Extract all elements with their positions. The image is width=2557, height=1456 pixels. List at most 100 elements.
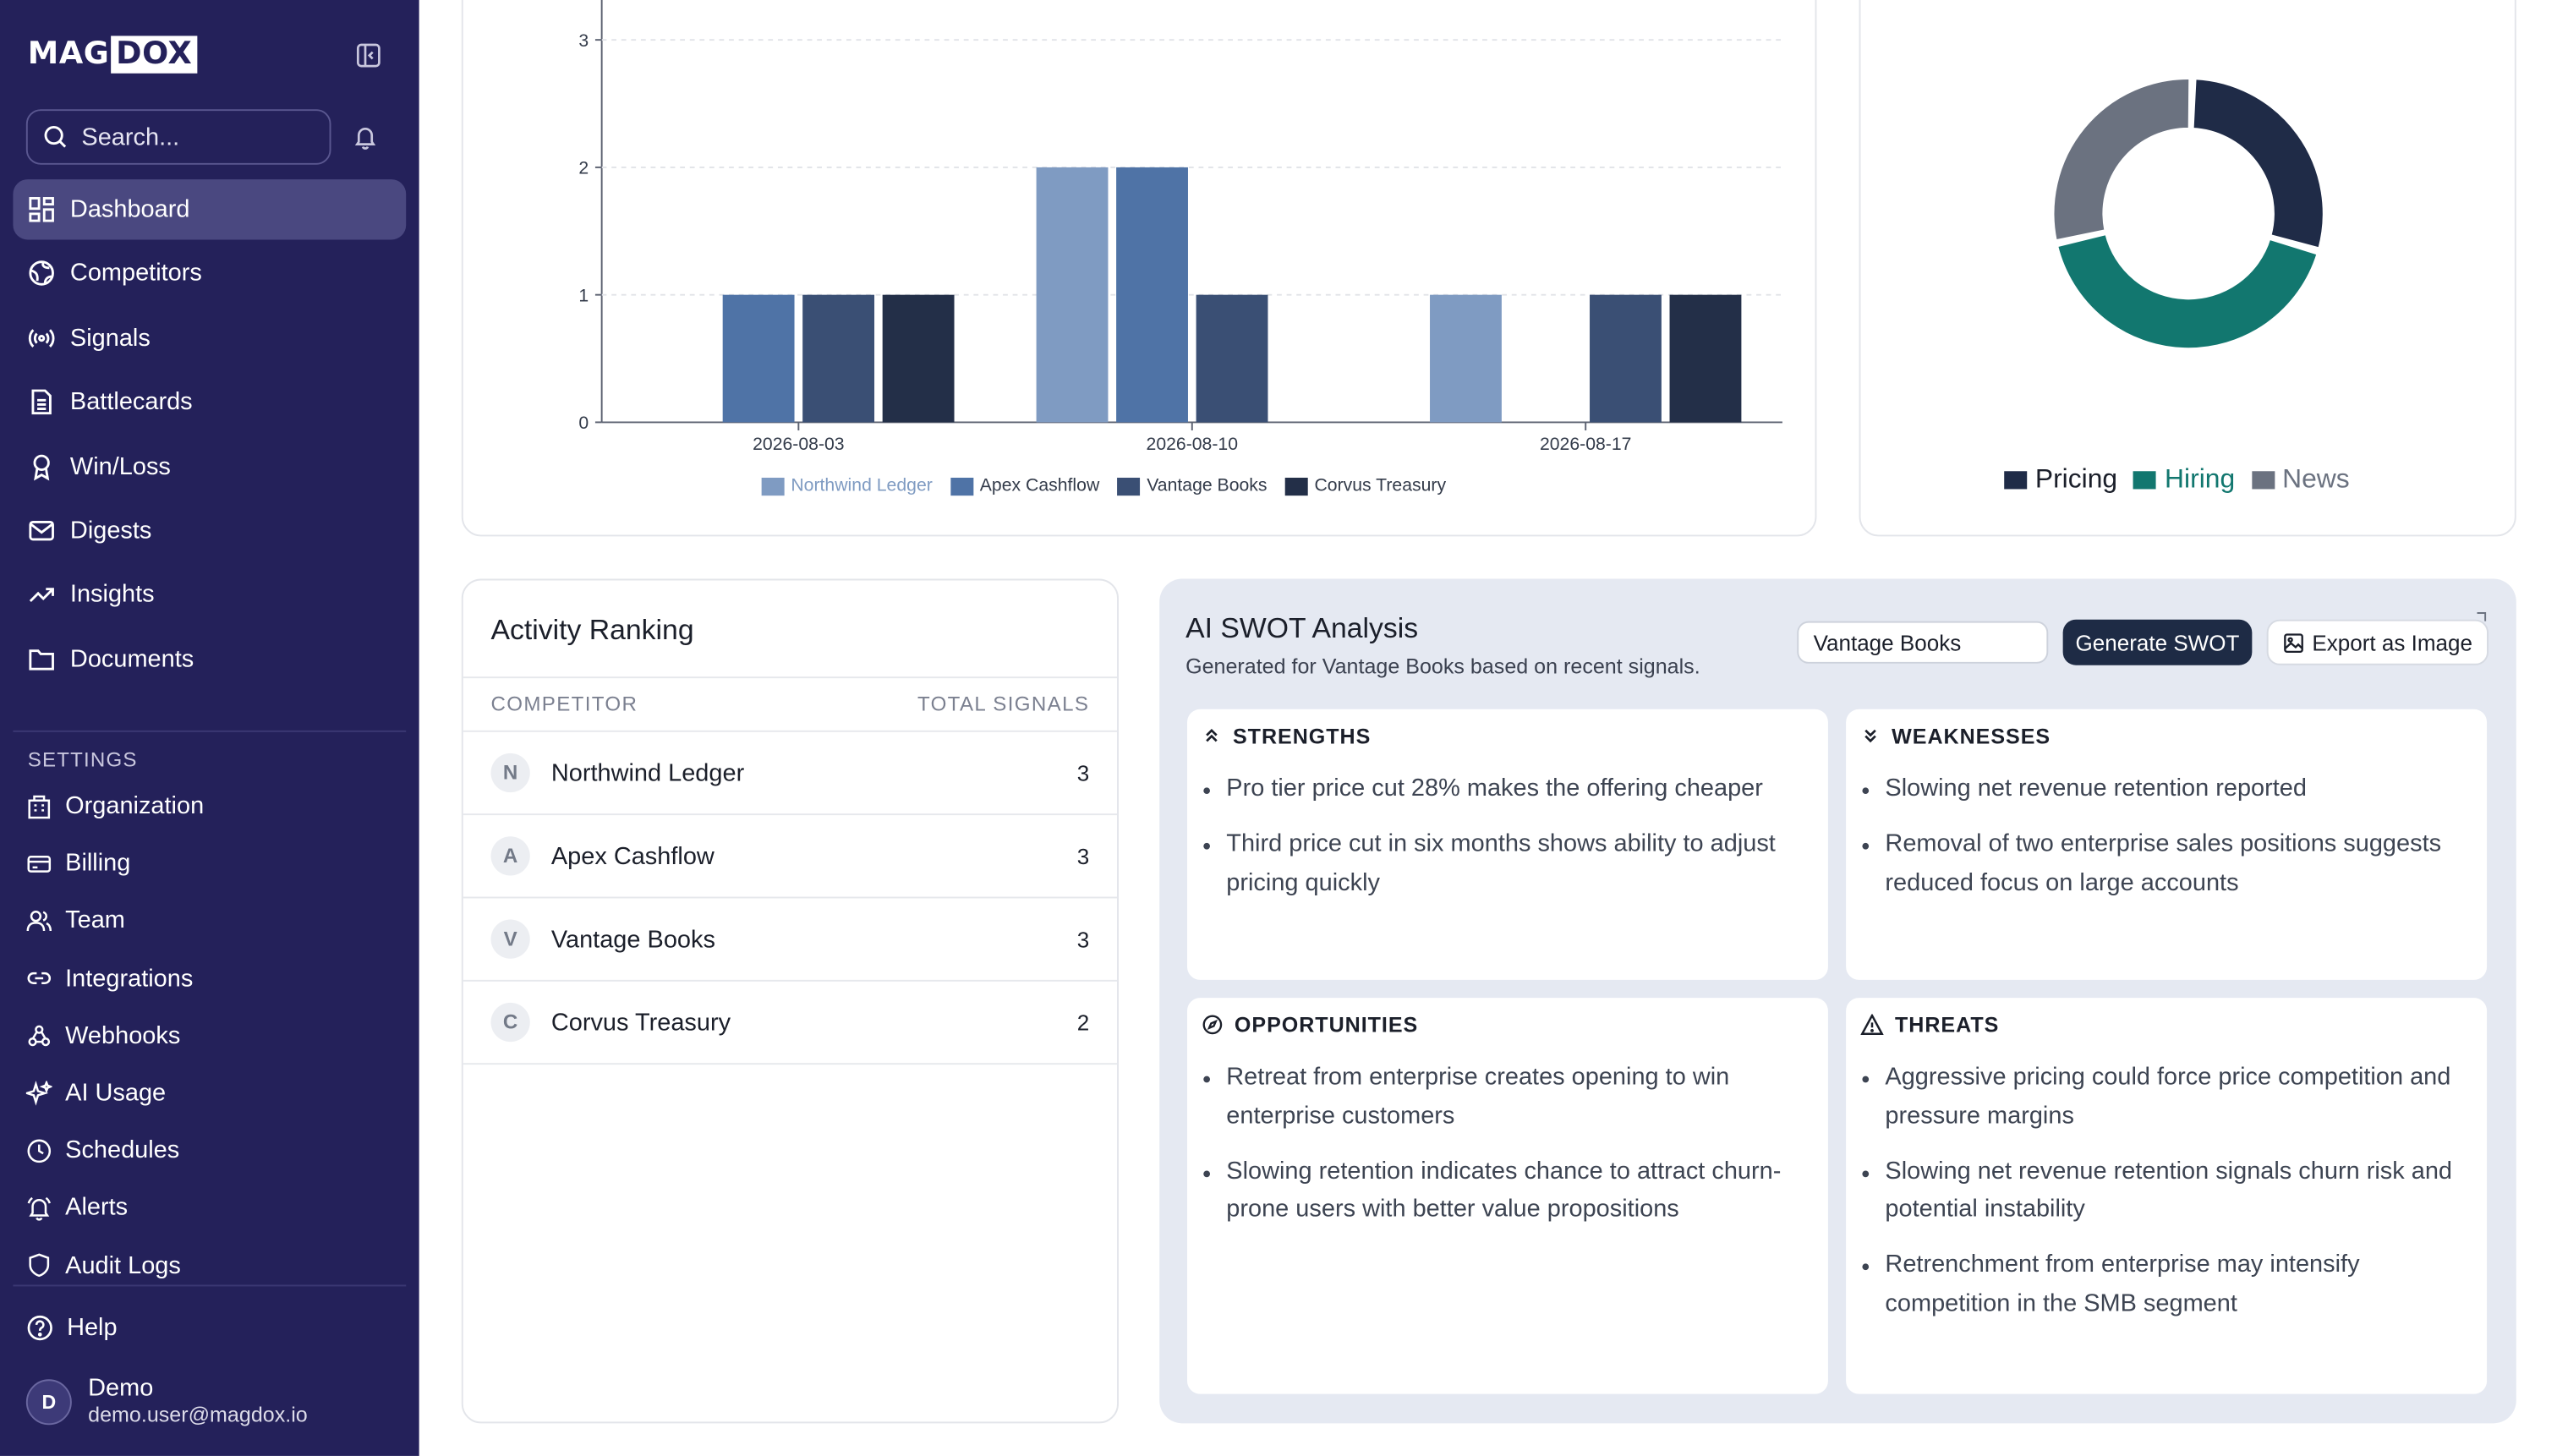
settings-item-ai-usage[interactable]: AI Usage: [25, 1065, 409, 1122]
settings-item-billing[interactable]: Billing: [26, 835, 409, 893]
table-row[interactable]: N Northwind Ledger 3: [463, 732, 1118, 816]
settings-item-audit-logs[interactable]: Audit Logs: [26, 1237, 409, 1295]
nav-item-label: Digests: [69, 517, 152, 545]
legend-item[interactable]: Apex Cashflow: [950, 476, 1099, 495]
chevrons-down-icon: [1864, 729, 1876, 743]
building-icon: [28, 794, 51, 818]
table-row[interactable]: A Apex Cashflow 3: [463, 815, 1118, 899]
sidebar-collapse-icon[interactable]: [353, 39, 386, 72]
settings-item-organization[interactable]: Organization: [26, 778, 409, 835]
expand-corner-icon[interactable]: [2474, 611, 2487, 624]
legend-item[interactable]: News: [2251, 465, 2350, 496]
competitor-name: Vantage Books: [550, 925, 715, 954]
legend-label: Apex Cashflow: [979, 476, 1100, 496]
ranking-table-header: COMPETITOR TOTAL SIGNALS: [463, 676, 1118, 732]
settings-item-webhooks[interactable]: Webhooks: [26, 1007, 409, 1065]
shield-icon: [29, 1253, 50, 1278]
search-box[interactable]: [25, 109, 331, 165]
settings-item-alerts[interactable]: Alerts: [26, 1180, 409, 1237]
generate-swot-button[interactable]: Generate SWOT: [2062, 619, 2253, 665]
ranking-table-body: N Northwind Ledger 3 A Apex Cashflow 3 V…: [463, 732, 1118, 1065]
signal-count: 2: [1076, 1010, 1090, 1035]
search-input[interactable]: [81, 123, 310, 151]
link-icon: [27, 972, 52, 985]
legend-label: Vantage Books: [1147, 476, 1268, 496]
signals-bar-chart-card: 0 1 2 3 2026-08-03 2026-08-10 2026-08-17 North…: [461, 0, 1817, 537]
legend-swatch: [950, 477, 974, 495]
bell-ring-icon: [27, 1196, 52, 1221]
legend-swatch: [1284, 477, 1308, 495]
nav-item-signals[interactable]: Signals: [13, 308, 406, 368]
table-row[interactable]: C Corvus Treasury 2: [463, 982, 1118, 1065]
nav-item-insights[interactable]: Insights: [13, 565, 406, 625]
user-email: demo.user@magdox.io: [88, 1402, 308, 1427]
brand-logo[interactable]: MAG DOX: [28, 34, 198, 73]
trending-up-icon: [29, 588, 54, 603]
chart-bar[interactable]: [1590, 294, 1662, 423]
chart-bar[interactable]: [1430, 294, 1502, 423]
settings-section-label: SETTINGS: [27, 748, 138, 772]
activity-ranking-title: Activity Ranking: [490, 613, 694, 646]
signal-count: 3: [1076, 760, 1090, 785]
signal-count: 3: [1076, 843, 1090, 868]
activity-ranking-card: Activity Ranking COMPETITOR TOTAL SIGNAL…: [461, 578, 1119, 1424]
export-image-button[interactable]: Export as Image: [2266, 619, 2489, 665]
donut-slice[interactable]: [2051, 77, 2192, 243]
document-icon: [31, 389, 52, 415]
donut-slice[interactable]: [2055, 232, 2319, 351]
bell-icon[interactable]: [349, 121, 382, 154]
nav-item-digests[interactable]: Digests: [13, 501, 406, 561]
swot-title: AI SWOT Analysis: [1185, 611, 1419, 644]
nav-item-battlecards[interactable]: Battlecards: [13, 372, 406, 432]
legend-swatch: [2004, 471, 2028, 490]
help-link[interactable]: Help: [26, 1306, 118, 1349]
legend-item[interactable]: Hiring: [2133, 465, 2235, 496]
signal-type-donut-card: Pricing Hiring News: [1859, 0, 2516, 537]
legend-item[interactable]: Northwind Ledger: [761, 476, 933, 495]
chart-bar[interactable]: [802, 294, 875, 423]
avatar: D: [25, 1378, 72, 1425]
settings-item-team[interactable]: Team: [26, 892, 409, 950]
list-item: Removal of two enterprise sales position…: [1860, 825, 2470, 902]
y-tick-label: 3: [578, 31, 589, 51]
nav-item-win-loss[interactable]: Win/Loss: [13, 436, 406, 496]
sparkles-icon: [25, 1080, 52, 1105]
chart-bar[interactable]: [1116, 167, 1188, 423]
weaknesses-label: WEAKNESSES: [1892, 723, 2051, 748]
swot-strengths: STRENGTHS Pro tier price cut 28% makes t…: [1186, 709, 1828, 980]
nav-item-competitors[interactable]: Competitors: [13, 244, 406, 304]
x-tick-label: 2026-08-10: [1147, 435, 1238, 454]
chart-bar[interactable]: [722, 294, 795, 423]
ribbon-icon: [33, 453, 50, 480]
swot-threats: THREATS Aggressive pricing could force p…: [1846, 998, 2488, 1394]
settings-item-label: Alerts: [65, 1194, 129, 1223]
settings-item-integrations[interactable]: Integrations: [26, 950, 409, 1007]
y-tick-label: 2: [578, 159, 589, 178]
opportunities-label: OPPORTUNITIES: [1234, 1011, 1419, 1037]
user-profile[interactable]: D Demo demo.user@magdox.io: [25, 1375, 308, 1429]
chart-bar[interactable]: [1196, 294, 1268, 423]
chart-bar[interactable]: [1036, 167, 1109, 423]
settings-item-schedules[interactable]: Schedules: [26, 1122, 409, 1180]
swot-subtitle: Generated for Vantage Books based on rec…: [1185, 654, 1700, 679]
nav-item-documents[interactable]: Documents: [13, 629, 406, 689]
column-header-competitor: COMPETITOR: [490, 692, 638, 716]
table-row[interactable]: V Vantage Books 3: [463, 898, 1118, 982]
globe-icon: [29, 260, 54, 287]
bar-chart-legend: Northwind Ledger Apex Cashflow Vantage Boo…: [761, 476, 1446, 496]
legend-item[interactable]: Corvus Treasury: [1284, 476, 1446, 495]
broadcast-icon: [28, 328, 55, 348]
donut-slice[interactable]: [2191, 77, 2325, 250]
nav-item-dashboard[interactable]: Dashboard: [13, 179, 407, 240]
legend-label: Hiring: [2165, 464, 2236, 495]
chart-bar[interactable]: [1669, 294, 1742, 423]
legend-swatch: [761, 477, 785, 495]
legend-item[interactable]: Pricing: [2004, 465, 2117, 496]
help-circle-icon: [27, 1314, 52, 1340]
y-tick-label: 1: [578, 286, 589, 305]
competitor-select[interactable]: Vantage Books: [1797, 621, 2049, 664]
legend-item[interactable]: Vantage Books: [1117, 476, 1268, 496]
ai-swot-panel: AI SWOT Analysis Generated for Vantage B…: [1159, 578, 2516, 1424]
chart-bar[interactable]: [882, 294, 955, 423]
